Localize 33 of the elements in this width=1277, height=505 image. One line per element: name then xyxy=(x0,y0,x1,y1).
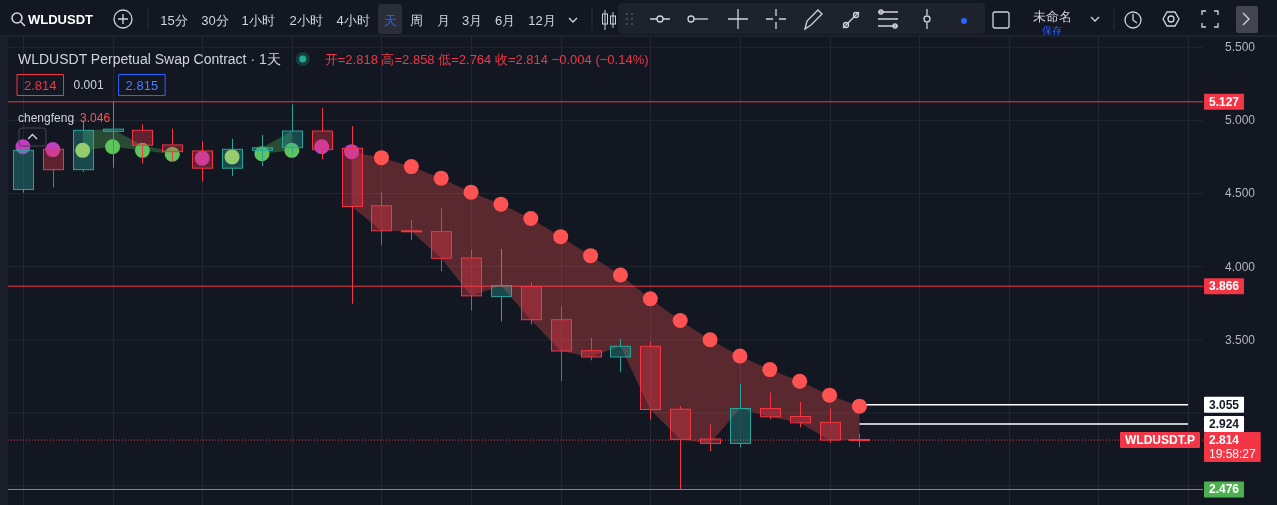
text: 未命名 xyxy=(1032,8,1072,24)
text: 开=2.818 高=2.858 低=2.764 收=2.814 −0.004 (−0.14%) xyxy=(324,51,649,67)
text: 保存 xyxy=(1042,24,1062,36)
y-tick-label: 4.500 xyxy=(1224,186,1256,201)
text: 12月 xyxy=(528,12,556,28)
text: WLDUSDT xyxy=(28,11,94,27)
text: 6月 xyxy=(494,12,516,28)
y-tick-label: 5.000 xyxy=(1224,113,1256,128)
text: 天 xyxy=(383,12,397,28)
y-tick-label: 5.500 xyxy=(1224,40,1256,55)
annotation: 0.001 xyxy=(73,78,104,92)
annotation: 2.814 xyxy=(24,77,57,93)
text: 4小时 xyxy=(336,12,370,28)
ref-line-label: 3.866 xyxy=(1209,279,1240,294)
text: WLDUSDT Perpetual Swap Contract · 1天 xyxy=(18,51,281,67)
annotation: 2.815 xyxy=(125,77,159,93)
series-label: chengfeng xyxy=(18,111,75,125)
ref-line-label: 2.476 xyxy=(1209,482,1240,497)
data-label: 2.924 xyxy=(1209,416,1240,431)
ref-line-label: 2.814 19:58:27 xyxy=(1209,433,1257,462)
text: 15分 xyxy=(160,12,188,28)
text: 30分 xyxy=(201,12,229,28)
text: 3月 xyxy=(461,12,483,28)
text: 周 xyxy=(409,12,423,28)
text: 1小时 xyxy=(241,12,275,28)
annotation: WLDUSDT.P xyxy=(1125,433,1195,448)
annotation: 3.046 xyxy=(80,111,111,125)
y-tick-label: 4.000 xyxy=(1224,259,1256,274)
data-label: 3.055 xyxy=(1209,397,1240,412)
text: 2小时 xyxy=(289,12,323,28)
ref-line-label: 5.127 xyxy=(1209,94,1240,109)
y-tick-label: 3.500 xyxy=(1224,332,1256,347)
text: 月 xyxy=(436,12,450,28)
